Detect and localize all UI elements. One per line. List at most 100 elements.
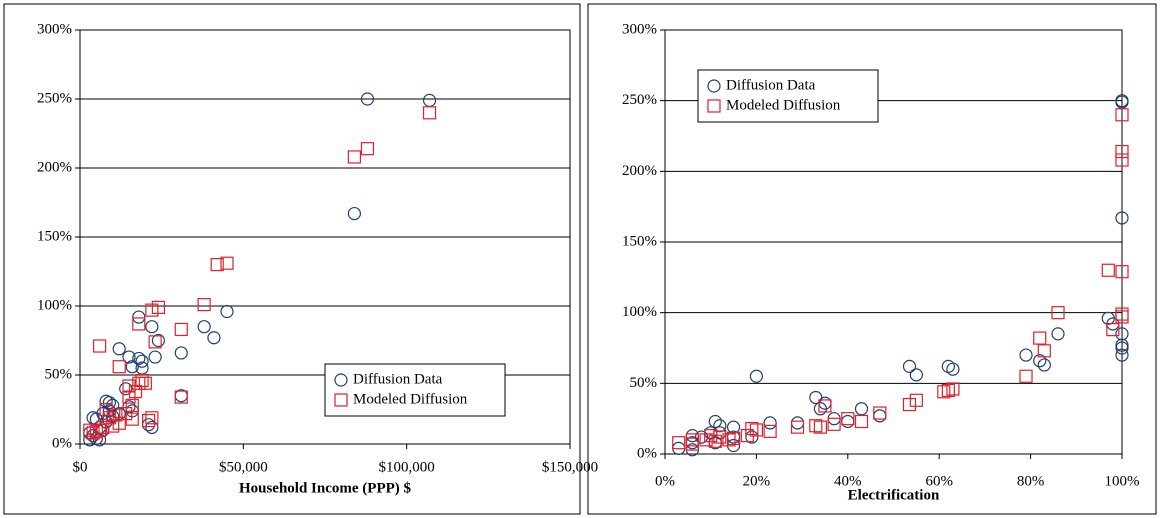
marker-circle (347, 206, 361, 221)
marker-circle (745, 430, 759, 444)
marker-square (422, 106, 437, 120)
x-axis-label: Electrification (848, 487, 940, 503)
marker-square (841, 412, 855, 426)
y-tick-label: 300% (37, 21, 72, 37)
marker-square (790, 420, 805, 434)
x-tick-label: $150,000 (542, 459, 598, 475)
marker-circle (132, 351, 146, 366)
marker-square (946, 382, 960, 396)
marker-square (347, 150, 361, 164)
y-tick-label: 150% (37, 228, 72, 244)
marker-square (1033, 331, 1047, 345)
x-tick-label: $50,000 (219, 459, 268, 475)
marker-circle (422, 93, 437, 107)
marker-circle (220, 304, 234, 319)
y-tick-label: 50% (45, 366, 73, 382)
right-frame (587, 3, 1157, 515)
marker-square (122, 390, 136, 404)
marker-square (708, 434, 722, 448)
marker-circle (1115, 95, 1129, 109)
marker-circle (174, 346, 188, 360)
marker-circle (909, 368, 923, 382)
marker-square (138, 376, 152, 390)
marker-square (197, 298, 211, 312)
x-tick-label: 80% (1017, 473, 1045, 489)
marker-circle (941, 359, 955, 373)
marker-square (941, 383, 955, 397)
legend-label: Modeled Diffusion (353, 391, 468, 407)
marker-circle (148, 350, 162, 364)
marker-square (813, 420, 827, 434)
marker-circle (726, 420, 741, 434)
marker-square (86, 426, 100, 440)
marker-circle (749, 369, 764, 383)
marker-square (125, 412, 139, 426)
marker-circle (873, 409, 887, 423)
marker-square (1115, 265, 1129, 279)
marker-circle (946, 362, 960, 376)
y-tick-label: 150% (622, 233, 657, 249)
marker-square (334, 393, 348, 407)
y-tick-label: 0% (52, 435, 72, 451)
marker-square (763, 424, 777, 438)
marker-circle (708, 414, 722, 429)
marker-square (135, 373, 149, 388)
marker-square (210, 258, 224, 272)
marker-square (99, 402, 113, 417)
x-tick-label: $100,000 (379, 459, 435, 475)
marker-circle (841, 414, 855, 429)
y-tick-label: 0% (637, 445, 657, 461)
marker-square (145, 411, 159, 425)
marker-square (1115, 108, 1129, 122)
marker-circle (334, 373, 348, 387)
marker-square (745, 421, 759, 436)
marker-square (1101, 263, 1115, 277)
marker-square (672, 436, 686, 450)
marker-square (360, 142, 375, 156)
marker-square (112, 360, 126, 374)
marker-square (685, 437, 700, 451)
x-tick-label: $0 (73, 459, 88, 475)
left-frame (3, 3, 581, 515)
marker-circle (1033, 354, 1047, 368)
marker-square (1051, 306, 1065, 320)
marker-square (699, 433, 713, 447)
marker-square (909, 393, 923, 407)
marker-circle (197, 320, 211, 334)
marker-square (106, 419, 120, 433)
marker-square (83, 423, 97, 437)
y-tick-label: 250% (622, 92, 657, 108)
marker-circle (1115, 348, 1129, 362)
marker-square (142, 413, 156, 428)
marker-circle (713, 419, 727, 433)
marker-circle (1037, 358, 1051, 372)
y-tick-label: 200% (622, 163, 657, 179)
plot-area (664, 29, 1123, 455)
marker-circle (125, 360, 139, 374)
marker-circle (902, 359, 917, 373)
legend-label: Modeled Diffusion (726, 97, 841, 113)
marker-circle (151, 333, 165, 348)
marker-square (827, 417, 841, 431)
marker-circle (1051, 327, 1065, 341)
marker-square (873, 406, 887, 420)
marker-circle (207, 331, 221, 345)
marker-circle (145, 420, 159, 435)
marker-square (1037, 344, 1051, 358)
marker-circle (854, 402, 869, 416)
marker-square (809, 419, 823, 433)
marker-circle (119, 382, 133, 396)
marker-square (854, 414, 869, 429)
marker-square (1115, 144, 1129, 159)
marker-square (92, 339, 107, 353)
marker-circle (142, 418, 156, 432)
y-tick-label: 100% (622, 304, 657, 320)
marker-square (174, 390, 188, 404)
legend-box (324, 363, 506, 417)
marker-square (174, 322, 188, 337)
y-tick-label: 100% (37, 297, 72, 313)
marker-square (722, 433, 736, 447)
x-axis-label: Household Income (PPP) $ (239, 480, 412, 496)
